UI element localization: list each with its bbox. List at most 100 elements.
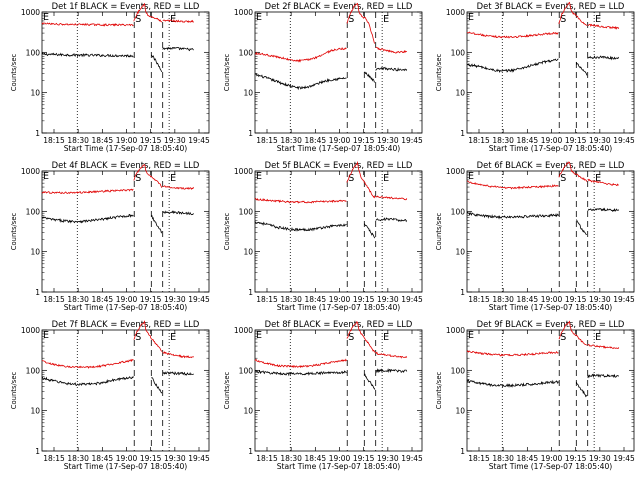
x-tick-label: 18:15 xyxy=(468,454,490,463)
panel-title: Det 3f BLACK = Events, RED = LLD xyxy=(477,1,625,11)
events-trace-segment-1 xyxy=(254,369,347,377)
events-trace-segment-3 xyxy=(587,55,620,61)
x-tick-label: 18:30 xyxy=(492,454,514,463)
x-tick-label: 18:15 xyxy=(468,136,490,145)
x-tick-label: 18:45 xyxy=(305,136,327,145)
events-trace-segment-3 xyxy=(375,368,408,374)
x-tick-label: 19:15 xyxy=(353,295,375,304)
detector-panel-1: Det 1f BLACK = Events, RED = LLD 1 10 100 10… xyxy=(10,1,210,153)
lld-trace-segment-2 xyxy=(558,1,587,26)
x-tick-label: 18:15 xyxy=(43,295,65,304)
x-tick-label: 18:30 xyxy=(492,136,514,145)
y-tick-label: 1 xyxy=(248,447,253,456)
lld-trace-segment-3 xyxy=(375,46,407,54)
events-trace-segment-3 xyxy=(162,210,194,216)
x-tick-label: 19:00 xyxy=(329,295,351,304)
x-tick-label: 19:30 xyxy=(164,295,186,304)
end-marker-label: E xyxy=(383,173,389,184)
x-tick-label: 19:30 xyxy=(589,454,611,463)
y-axis-label: Counts/sec xyxy=(10,54,18,92)
y-tick-label: 10 xyxy=(243,407,253,416)
events-trace-segment-1 xyxy=(254,73,347,91)
x-tick-label: 19:30 xyxy=(164,136,186,145)
lld-trace-segment-1 xyxy=(466,180,559,190)
y-tick-label: 100 xyxy=(239,366,254,375)
y-tick-label: 10 xyxy=(243,248,253,257)
x-tick-label: 18:30 xyxy=(67,136,89,145)
x-tick-label: 18:15 xyxy=(256,136,278,145)
y-tick-label: 1000 xyxy=(21,167,40,176)
x-axis-label: Start Time (17-Sep-07 18:05:40) xyxy=(64,303,188,312)
plot-frame xyxy=(254,329,423,452)
plot-frame xyxy=(254,170,423,293)
panel-title: Det 9f BLACK = Events, RED = LLD xyxy=(477,319,625,329)
lld-trace-segment-1 xyxy=(254,197,347,204)
lld-trace-segment-2 xyxy=(133,164,163,189)
lld-trace-segment-3 xyxy=(375,195,408,201)
y-tick-label: 10 xyxy=(30,248,40,257)
x-tick-label: 19:45 xyxy=(613,295,635,304)
plot-frame xyxy=(41,170,210,293)
lld-trace-segment-1 xyxy=(41,358,134,369)
y-tick-label: 10 xyxy=(455,407,465,416)
plot-frame xyxy=(41,11,210,134)
x-tick-label: 19:15 xyxy=(140,136,162,145)
events-trace-segment-1 xyxy=(254,220,347,232)
panel-title: Det 7f BLACK = Events, RED = LLD xyxy=(52,319,200,329)
lld-trace-segment-1 xyxy=(41,188,134,195)
lld-trace-segment-3 xyxy=(375,351,408,359)
y-tick-label: 100 xyxy=(451,207,466,216)
corner-marker-label: E xyxy=(256,330,262,341)
y-tick-label: 1 xyxy=(460,129,465,138)
x-tick-label: 18:30 xyxy=(67,295,89,304)
start-marker-label: S xyxy=(560,332,566,343)
lld-trace-segment-3 xyxy=(587,178,619,187)
y-tick-label: 100 xyxy=(26,207,41,216)
start-marker-label: S xyxy=(560,173,566,184)
x-tick-label: 19:15 xyxy=(353,454,375,463)
end-marker-label: E xyxy=(595,14,601,25)
y-tick-label: 100 xyxy=(451,366,466,375)
x-tick-label: 19:30 xyxy=(377,454,399,463)
detector-panel-5: Det 5f BLACK = Events, RED = LLD 1 10 100 10… xyxy=(223,160,423,312)
y-axis-label: Counts/sec xyxy=(435,54,443,92)
x-tick-label: 19:00 xyxy=(541,295,563,304)
lld-trace-segment-1 xyxy=(41,22,134,27)
y-tick-label: 100 xyxy=(26,366,41,375)
y-tick-label: 1000 xyxy=(21,8,40,17)
lld-trace-segment-2 xyxy=(346,2,376,44)
plot-frame xyxy=(254,11,423,134)
x-tick-label: 19:30 xyxy=(164,454,186,463)
y-tick-label: 100 xyxy=(239,207,254,216)
panel-title: Det 2f BLACK = Events, RED = LLD xyxy=(265,1,413,11)
x-tick-label: 19:00 xyxy=(541,136,563,145)
events-trace-segment-2 xyxy=(364,71,375,83)
y-tick-label: 10 xyxy=(243,89,253,98)
x-tick-label: 19:30 xyxy=(377,136,399,145)
events-trace-segment-3 xyxy=(162,371,194,376)
x-tick-label: 19:15 xyxy=(565,454,587,463)
y-tick-label: 1 xyxy=(35,129,40,138)
x-tick-label: 18:45 xyxy=(305,295,327,304)
x-tick-label: 19:15 xyxy=(353,136,375,145)
x-tick-label: 19:00 xyxy=(329,454,351,463)
y-tick-label: 1000 xyxy=(234,8,253,17)
events-trace-segment-3 xyxy=(375,217,408,223)
y-tick-label: 100 xyxy=(26,48,41,57)
events-trace-segment-1 xyxy=(466,379,559,388)
x-tick-label: 19:30 xyxy=(589,295,611,304)
corner-marker-label: E xyxy=(43,330,49,341)
y-axis-label: Counts/sec xyxy=(10,213,18,251)
events-trace-segment-1 xyxy=(41,52,134,58)
start-marker-label: S xyxy=(135,173,141,184)
lld-trace-segment-3 xyxy=(162,185,195,190)
x-tick-label: 18:30 xyxy=(492,295,514,304)
x-tick-label: 19:45 xyxy=(613,136,635,145)
x-tick-label: 19:00 xyxy=(329,136,351,145)
y-tick-label: 100 xyxy=(451,48,466,57)
plot-frame xyxy=(41,329,210,452)
events-trace-segment-1 xyxy=(466,211,559,220)
start-marker-label: S xyxy=(135,14,141,25)
lld-trace-segment-2 xyxy=(346,160,376,199)
